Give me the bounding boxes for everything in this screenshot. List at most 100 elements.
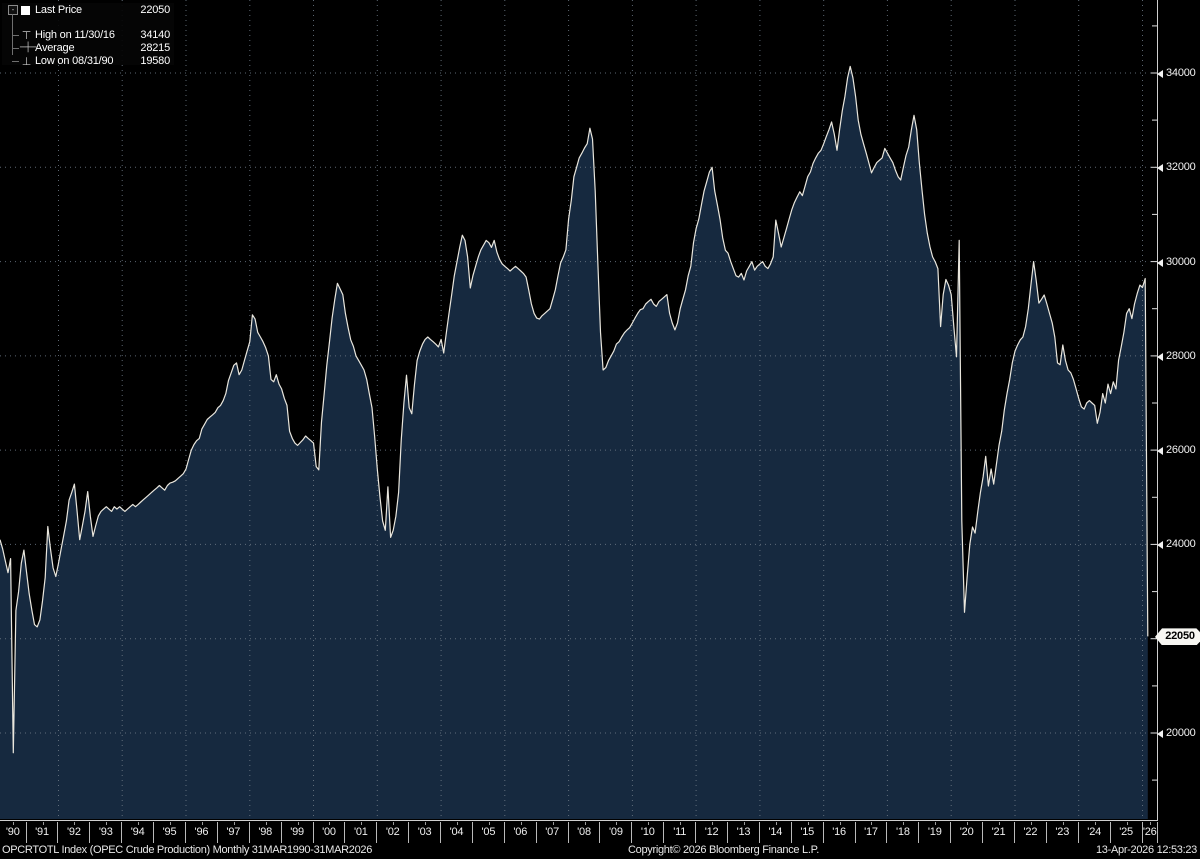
x-axis-midyear-tick xyxy=(138,822,140,825)
x-axis-year-label: '20 xyxy=(951,822,984,844)
x-axis-midyear-tick xyxy=(775,822,777,825)
x-axis-midyear-tick xyxy=(488,822,490,825)
legend-label: High on 11/30/16 xyxy=(35,29,115,41)
x-axis-year-label: '93 xyxy=(90,822,123,844)
legend-value: 22050 xyxy=(140,4,170,16)
legend-item-average[interactable]: ─┼─ Average 28215 xyxy=(2,42,174,55)
x-axis-midyear-tick xyxy=(201,822,203,825)
legend-tree-line xyxy=(12,14,13,55)
legend-label: Low on 08/31/90 xyxy=(35,55,114,67)
x-axis-midyear-tick xyxy=(1126,822,1128,825)
x-axis-year-label: '98 xyxy=(250,822,282,844)
x-axis-midyear-tick xyxy=(648,822,650,825)
status-bar: OPCRTOTL Index (OPEC Crude Production) M… xyxy=(0,843,1200,859)
x-axis-year-label: '04 xyxy=(441,822,473,844)
x-axis-year-label: '90 xyxy=(0,822,27,844)
x-axis-year-label: '10 xyxy=(632,822,665,844)
x-axis-year-label: '21 xyxy=(983,822,1015,844)
x-axis-midyear-tick xyxy=(297,822,299,825)
x-axis-strip: '90'91'92'93'94'95'96'97'98'99'00'01'02 '… xyxy=(0,820,1158,844)
x-axis-year-label: '92 xyxy=(58,822,91,844)
x-axis-year-label: '16 xyxy=(824,822,856,844)
y-axis-line xyxy=(1157,0,1158,821)
x-axis-year-label: '95 xyxy=(154,822,186,844)
x-axis-year-label: '15 xyxy=(792,822,824,844)
x-axis-midyear-tick xyxy=(1030,822,1032,825)
y-axis-label: 34000 xyxy=(1157,67,1200,80)
x-axis-year-label: '06 xyxy=(505,822,537,844)
x-axis-year-label: '12 xyxy=(696,822,728,844)
x-axis-midyear-tick xyxy=(616,822,618,825)
legend-item-last-price[interactable]: Last Price 22050 xyxy=(2,4,174,17)
x-axis-year-label: '05 xyxy=(473,822,505,844)
x-axis-midyear-tick xyxy=(712,822,714,825)
x-axis-midyear-tick xyxy=(329,822,331,825)
chart-legend[interactable]: - Last Price 22050 ⊤ High on 11/30/16 34… xyxy=(2,3,174,68)
y-axis-label: 24000 xyxy=(1157,538,1200,551)
x-axis-midyear-tick xyxy=(743,822,745,825)
x-axis-year-label: '07 xyxy=(537,822,569,844)
x-axis-midyear-tick xyxy=(265,822,267,825)
x-axis-midyear-tick xyxy=(233,822,235,825)
copyright-text: Copyright© 2026 Bloomberg Finance L.P. xyxy=(628,844,819,856)
x-axis-midyear-tick xyxy=(903,822,905,825)
x-axis-year-label: '09 xyxy=(600,822,633,844)
x-axis-midyear-tick xyxy=(999,822,1001,825)
x-axis-year-label: '91 xyxy=(27,822,59,844)
x-axis-midyear-tick xyxy=(520,822,522,825)
last-price-square-icon xyxy=(21,6,30,15)
y-axis-label: 32000 xyxy=(1157,161,1200,174)
x-axis-year-label: '99 xyxy=(282,822,314,844)
legend-value: 34140 xyxy=(140,29,170,41)
legend-collapse-icon[interactable]: - xyxy=(8,5,18,15)
legend-label: Average xyxy=(35,42,75,54)
area-chart-svg xyxy=(0,0,1157,819)
x-axis-midyear-tick xyxy=(1094,822,1096,825)
x-axis-midyear-tick xyxy=(935,822,937,825)
x-axis-midyear-tick xyxy=(1150,822,1152,825)
chart-description: OPCRTOTL Index (OPEC Crude Production) M… xyxy=(2,844,373,856)
legend-value: 28215 xyxy=(140,42,170,54)
x-axis-year-label: '22 xyxy=(1015,822,1047,844)
series-line xyxy=(0,65,1149,754)
x-axis-midyear-tick xyxy=(807,822,809,825)
area-chart-plot xyxy=(0,0,1157,819)
x-axis-year-label: '94 xyxy=(122,822,155,844)
average-marker-icon: ─┼─ xyxy=(20,43,37,53)
legend-tree-branch xyxy=(12,35,19,36)
low-marker-icon: ⊥ xyxy=(21,55,32,68)
legend-tree-branch xyxy=(12,61,19,62)
x-axis-midyear-tick xyxy=(1062,822,1064,825)
x-axis-year-label: '24 xyxy=(1079,822,1111,844)
x-axis-midyear-tick xyxy=(552,822,554,825)
y-axis-label: 28000 xyxy=(1157,350,1200,363)
datetime-text: 13-Apr-2026 12:53:23 xyxy=(1095,844,1197,856)
x-axis-midyear-tick xyxy=(42,822,44,825)
x-axis-midyear-tick xyxy=(393,822,395,825)
x-axis-midyear-tick xyxy=(170,822,172,825)
legend-item-high[interactable]: ⊤ High on 11/30/16 34140 xyxy=(2,29,174,42)
x-axis-year-label: '97 xyxy=(218,822,250,844)
x-axis-year-label: '96 xyxy=(186,822,218,844)
legend-tree-branch xyxy=(12,48,19,49)
legend-value: 19580 xyxy=(140,55,170,67)
x-axis-year-label: '02 xyxy=(377,822,410,844)
x-axis-midyear-tick xyxy=(839,822,841,825)
x-axis-year-label: '03 xyxy=(409,822,442,844)
x-axis-year-label: '13 xyxy=(728,822,760,844)
x-axis-year-label: '08 xyxy=(569,822,601,844)
x-axis-midyear-tick xyxy=(13,822,15,825)
x-axis-midyear-tick xyxy=(425,822,427,825)
y-axis-label: 26000 xyxy=(1157,444,1200,457)
x-axis-midyear-tick xyxy=(584,822,586,825)
x-axis-year-label: '17 xyxy=(856,822,888,844)
x-axis-year-label: '11 xyxy=(664,822,697,844)
x-axis-year-label: '19 xyxy=(919,822,952,844)
x-axis-midyear-tick xyxy=(74,822,76,825)
x-axis-year-label: '26 xyxy=(1143,822,1158,844)
legend-item-low[interactable]: ⊥ Low on 08/31/90 19580 xyxy=(2,55,174,68)
x-axis-midyear-tick xyxy=(680,822,682,825)
x-axis-year-label: '18 xyxy=(887,822,920,844)
series-area-fill xyxy=(0,66,1148,819)
